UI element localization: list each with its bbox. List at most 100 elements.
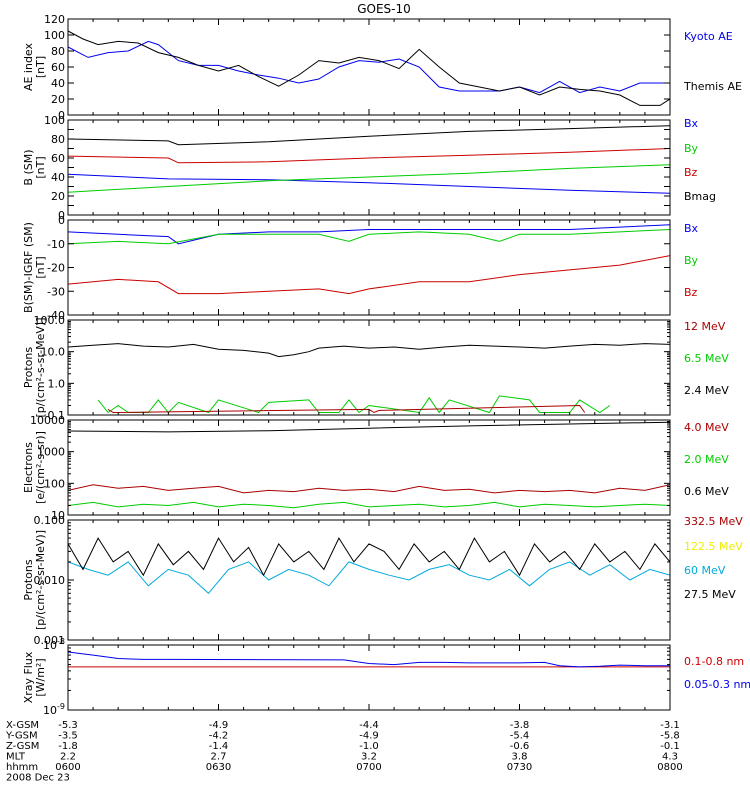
y-axis-label-line: [nT] [34,156,47,178]
series-line-0-6-mev [68,421,670,433]
legend-entry: 12 MeV [684,320,726,333]
ephemeris-value: 2.7 [211,752,227,763]
series-line-themis-ae [68,30,670,106]
legend-entry: 60 MeV [684,564,726,577]
y-tick-label: 0.100 [34,514,66,527]
y-axis-label-line: [p/(cm²-s-sr-MeV)] [34,530,47,630]
ephemeris-value: -3.5 [58,731,78,742]
y-tick-exponent: -9 [57,702,65,711]
legend-entry: 0.6 MeV [684,485,729,498]
y-tick-label: 60 [51,61,65,74]
y-axis-label-line: [nT] [34,256,47,278]
legend-entry: 2.0 MeV [684,453,729,466]
y-tick-label: 20 [51,93,65,106]
ephemeris-value: -5.4 [510,731,530,742]
y-axis-label-line: Electrons [22,442,35,493]
y-tick-label: 1000 [37,446,65,459]
series-line-bz [68,255,670,295]
ephemeris-value: -0.1 [660,741,680,752]
y-axis-label-line: [p/(cm²-s-sr-MeV)] [34,318,47,418]
y-tick-label: 1.0 [48,377,66,390]
legend-entry: Bx [684,222,699,235]
panel-protons: 0.11.010.0100.0Protons[p/(cm²-s-sr-MeV)]… [22,314,729,422]
ephemeris-value: -3.8 [510,720,530,731]
series-line-0-05-0-3-nm [68,651,670,668]
legend-entry: 4.0 MeV [684,421,729,434]
ephemeris-value: 0800 [657,762,682,773]
series-line-2-0-mev [68,501,670,509]
legend-entry: By [684,142,699,155]
y-axis-label-line: [e/(cm²-s-sr)] [34,431,47,504]
legend-entry: Kyoto AE [684,30,733,43]
y-tick-label: 100 [44,29,65,42]
y-tick-label: -40 [47,309,65,322]
ephemeris-row-label: hhmm [6,762,38,773]
legend-entry: 332.5 MeV [684,515,743,528]
y-axis-label: AE index[nT] [22,42,47,91]
series-group [68,537,670,595]
ephemeris-value: 0600 [55,762,80,773]
y-tick-label: -30 [47,285,65,298]
series-line-bx [68,173,670,194]
series-line-by [68,164,670,193]
y-tick-label: 40 [51,171,65,184]
y-axis-label-line: AE index [22,42,35,91]
ephemeris-value: 0730 [507,762,532,773]
legend-entry: 0.05-0.3 nm [684,678,750,691]
y-axis-label: Protons[p/(cm²-s-sr-MeV)] [22,318,47,418]
y-axis-label-line: [nT] [34,56,47,78]
series-group [68,224,670,295]
ephemeris-value: 0700 [356,762,381,773]
legend-entry: Bmag [684,190,716,203]
series-group [68,651,670,668]
ephemeris-value: -4.9 [359,731,379,742]
ephemeris-value: -1.8 [58,741,78,752]
y-axis-label: Protons[p/(cm²-s-sr-MeV)] [22,530,47,630]
y-axis-label: Electrons[e/(cm²-s-sr)] [22,431,47,504]
y-tick-label: 0 [58,214,65,227]
y-tick-label: 10 [51,509,65,522]
panel-b: 0 20 40 60 80 100 B (SM)[nT] Bx By Bz Bmag [22,114,716,222]
legend-entry: Bz [684,286,698,299]
ephemeris-value: -5.8 [660,731,680,742]
ephemeris-value: -0.6 [510,741,530,752]
ephemeris-value: 3.2 [361,752,377,763]
y-tick-exponent: -8 [57,637,65,646]
series-line-2-4-mev [68,343,670,358]
ephemeris-date: 2008 Dec 23 [6,773,70,784]
legend-entry: 2.4 MeV [684,384,729,397]
y-tick-label: 120 [44,13,65,26]
legend-entry: Bz [684,166,698,179]
figure-title: GOES-10 [357,2,411,16]
y-tick-label: 100.0 [34,314,66,327]
ephemeris-value: -4.2 [209,731,229,742]
y-axis-label-line: B (SM) [22,149,35,185]
legend-entry: Bx [684,117,699,130]
y-tick-label: 10000 [30,414,65,427]
series-line-bx [68,224,670,245]
panel-bdiff: -40 -30 -20 -10 0 B(SM)-IGRF (SM)[nT] Bx By Bz [22,214,699,322]
ephemeris-row-label: X-GSM [6,720,39,731]
y-tick-label: 100 [44,114,65,127]
y-tick-label: 100 [44,477,65,490]
ephemeris-value: -5.3 [58,720,78,731]
y-tick-label: 10.0 [41,346,66,359]
y-tick-label: 40 [51,77,65,90]
series-line-by [68,229,670,245]
legend-entry: By [684,254,699,267]
ephemeris-value: -1.0 [359,741,379,752]
y-tick-label: 0 [58,109,65,122]
ephemeris-value: -4.9 [209,720,229,731]
ephemeris-value: 0630 [206,762,231,773]
legend-entry: 6.5 MeV [684,352,729,365]
y-tick-label: 80 [51,133,65,146]
series-group [68,343,670,414]
y-tick-label: -20 [47,262,65,275]
ephemeris-value: -1.4 [209,741,229,752]
ephemeris-value: -3.1 [660,720,680,731]
y-axis-label: B (SM)[nT] [22,149,47,185]
series-line-6-5-mev [97,395,611,414]
legend-entry: Themis AE [683,80,742,93]
